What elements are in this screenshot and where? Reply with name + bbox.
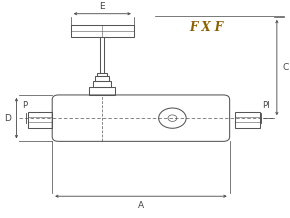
Bar bbox=[97, 73, 107, 76]
Bar bbox=[28, 112, 52, 128]
Text: D: D bbox=[4, 114, 11, 123]
Text: E: E bbox=[99, 2, 105, 10]
Text: C: C bbox=[282, 63, 288, 72]
Bar bbox=[93, 81, 111, 87]
Text: PI: PI bbox=[262, 101, 270, 110]
Bar bbox=[235, 112, 260, 128]
Text: A: A bbox=[138, 201, 144, 211]
Bar bbox=[71, 25, 134, 37]
Bar bbox=[89, 87, 115, 95]
Bar bbox=[95, 76, 109, 81]
Text: F X F: F X F bbox=[190, 21, 224, 34]
Text: P: P bbox=[22, 101, 28, 110]
